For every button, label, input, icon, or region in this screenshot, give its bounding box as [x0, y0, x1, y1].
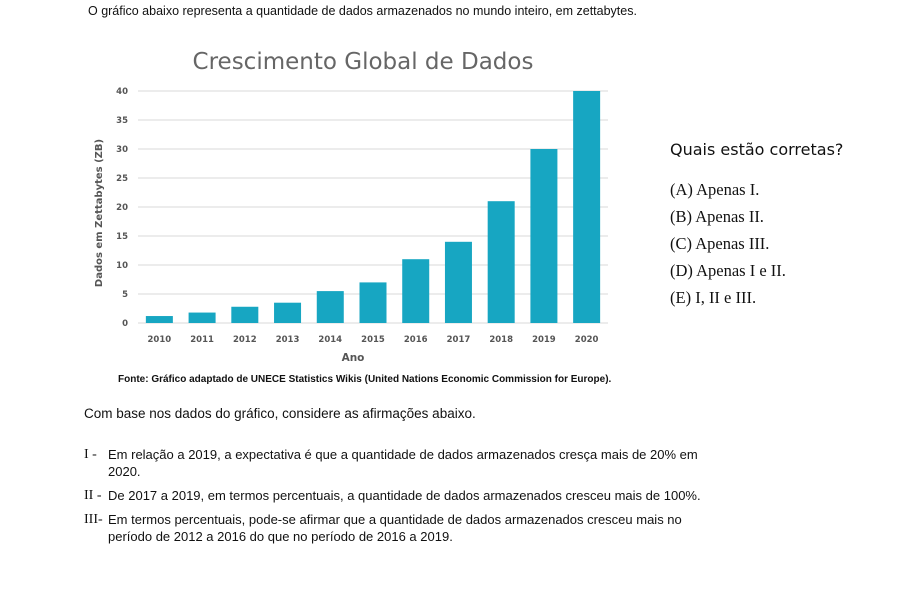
x-tick-label: 2016 — [404, 335, 428, 345]
x-tick-label: 2012 — [233, 335, 257, 345]
statement-number: II - — [84, 488, 102, 503]
bar-2014 — [316, 291, 344, 323]
x-tick-label: 2014 — [318, 335, 342, 345]
y-tick-label: 30 — [116, 145, 128, 155]
question-text: Quais estão corretas? — [670, 140, 844, 159]
bar-2011 — [188, 312, 216, 323]
bar-2012 — [231, 306, 259, 323]
option-e[interactable]: (E) I, II e III. — [670, 288, 757, 307]
statement-number: I - — [84, 447, 97, 462]
lead-text: Com base nos dados do gráfico, considere… — [84, 406, 476, 421]
y-tick-label: 40 — [116, 87, 128, 97]
bar-chart: Crescimento Global de Dados 0 5 10 15 20 25 30… — [94, 49, 608, 364]
statement-text: Em termos percentuais, pode-se afirmar q… — [108, 512, 682, 544]
x-tick-label: 2018 — [489, 335, 513, 345]
statement-iii: III- Em termos percentuais, pode-se afir… — [84, 511, 704, 545]
option-a[interactable]: (A) Apenas I. — [670, 180, 760, 199]
statement-text: De 2017 a 2019, em termos percentuais, a… — [108, 488, 701, 503]
answer-options: (A) Apenas I. (B) Apenas II. (C) Apenas … — [670, 180, 786, 315]
option-d[interactable]: (D) Apenas I e II. — [670, 261, 786, 280]
statements-list: I - Em relação a 2019, a expectativa é q… — [84, 446, 704, 552]
bar-2018 — [487, 201, 515, 323]
bar-2010 — [145, 316, 173, 323]
bar-2017 — [444, 241, 472, 323]
option-b[interactable]: (B) Apenas II. — [670, 207, 764, 226]
y-tick-label: 35 — [116, 116, 128, 126]
y-tick-label: 10 — [116, 261, 128, 271]
statement-ii: II - De 2017 a 2019, em termos percentua… — [84, 487, 704, 504]
y-tick-label: 15 — [116, 232, 128, 242]
statement-text: Em relação a 2019, a expectativa é que a… — [108, 447, 698, 479]
x-axis-label: Ano — [342, 352, 365, 364]
x-tick-label: 2017 — [447, 335, 471, 345]
x-tick-label: 2015 — [361, 335, 385, 345]
intro-text: O gráfico abaixo representa a quantidade… — [88, 4, 637, 18]
bar-2013 — [274, 302, 302, 323]
bar-2016 — [402, 259, 430, 323]
x-tick-label: 2020 — [575, 335, 599, 345]
y-axis-label: Dados em Zettabytes (ZB) — [94, 139, 105, 287]
statement-number: III- — [84, 512, 103, 527]
x-tick-label: 2019 — [532, 335, 556, 345]
x-tick-label: 2013 — [276, 335, 300, 345]
y-tick-label: 20 — [116, 203, 128, 213]
bar-2019 — [530, 149, 558, 323]
statement-i: I - Em relação a 2019, a expectativa é q… — [84, 446, 704, 480]
bar-2015 — [359, 282, 387, 323]
option-c[interactable]: (C) Apenas III. — [670, 234, 770, 253]
bar-2020 — [573, 91, 601, 323]
chart-source: Fonte: Gráfico adaptado de UNECE Statist… — [118, 374, 612, 385]
x-tick-label: 2011 — [190, 335, 214, 345]
chart-title: Crescimento Global de Dados — [193, 49, 534, 75]
y-tick-label: 0 — [122, 319, 128, 329]
x-tick-label: 2010 — [148, 335, 172, 345]
y-tick-label: 5 — [122, 290, 128, 300]
y-tick-label: 25 — [116, 174, 128, 184]
